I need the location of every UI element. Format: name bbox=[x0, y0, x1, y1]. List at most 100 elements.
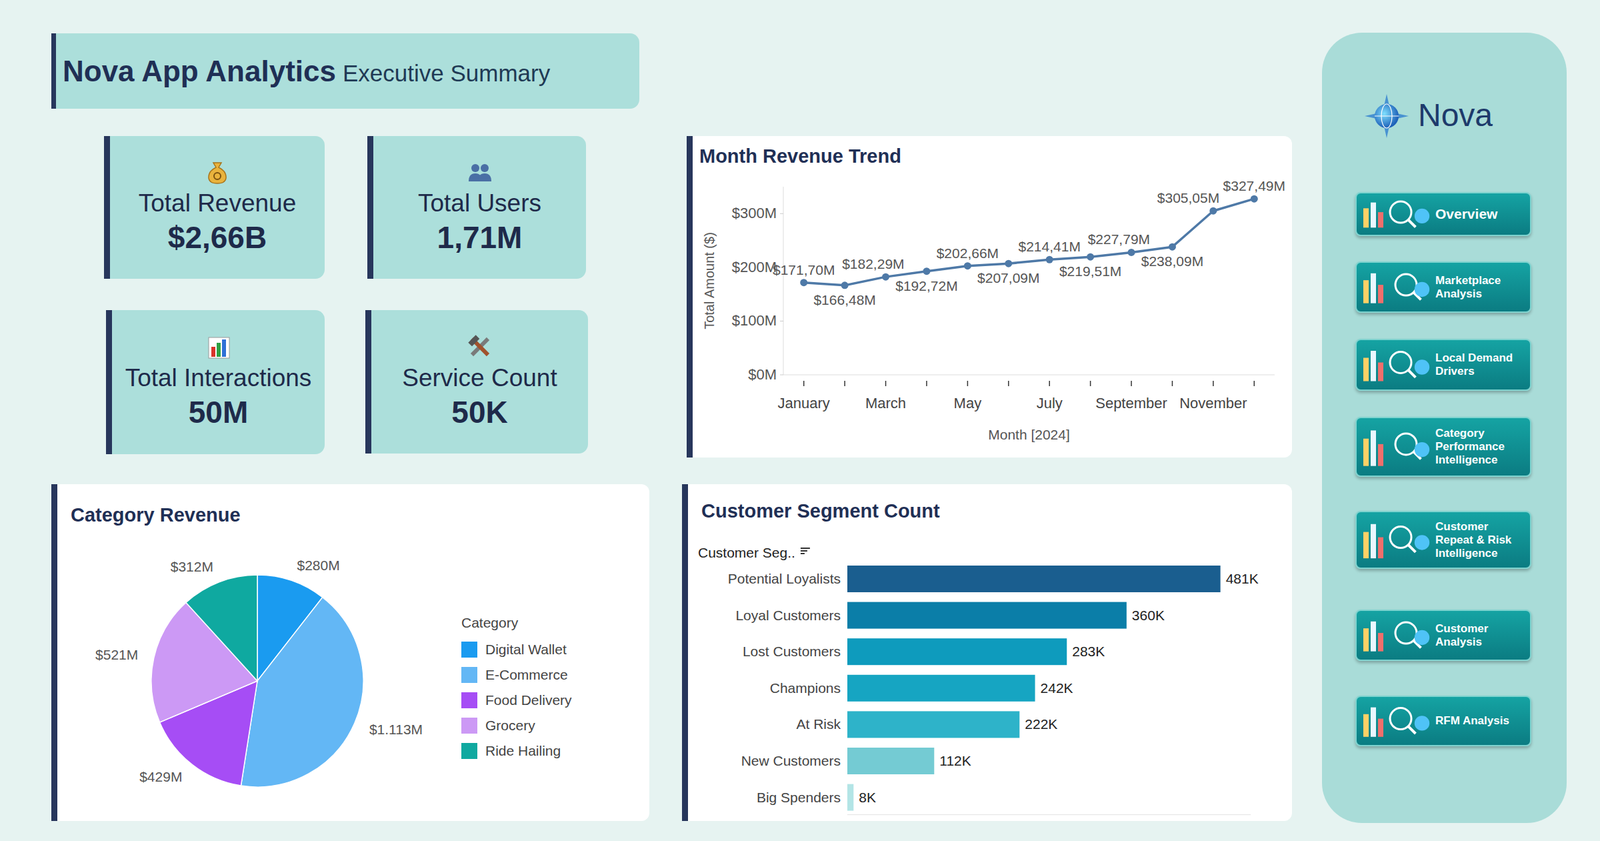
logo-globe bbox=[1374, 104, 1399, 128]
nav-button[interactable]: RFM Analysis bbox=[1355, 695, 1532, 746]
nav-button[interactable]: Customer Analysis bbox=[1355, 609, 1532, 661]
x-tick-label: January bbox=[778, 394, 830, 412]
pie-slice bbox=[186, 574, 258, 681]
x-tick bbox=[1212, 380, 1214, 386]
nav-label[interactable]: Local Demand Drivers bbox=[1435, 351, 1526, 378]
y-tick-label: $0M bbox=[748, 366, 777, 383]
nav-icon-shape bbox=[1390, 352, 1412, 374]
kpi-label: Total Users bbox=[418, 188, 542, 219]
bar bbox=[847, 602, 1127, 629]
line-marker bbox=[964, 262, 972, 270]
chart-panel: Month Revenue Trend$0M$100M$200M$300MJan… bbox=[686, 136, 1292, 458]
data-label: 360K bbox=[1132, 607, 1165, 623]
kpi-label: Service Count bbox=[402, 362, 557, 394]
kpi-icon bbox=[205, 333, 232, 360]
nav-button[interactable]: Overview bbox=[1355, 192, 1532, 236]
page-title: Nova App Analytics bbox=[62, 54, 336, 88]
y-axis-line bbox=[783, 186, 784, 375]
nav-icon-shape bbox=[1378, 718, 1384, 737]
data-label: $227,79M bbox=[1088, 231, 1150, 247]
page-subtitle: Executive Summary bbox=[342, 60, 550, 86]
y-tick-label: $200M bbox=[732, 258, 777, 276]
nav-icon-shape bbox=[1408, 370, 1416, 378]
nav-label[interactable]: Customer Repeat & Risk Intelligence bbox=[1435, 520, 1526, 560]
data-label: $312M bbox=[170, 558, 214, 574]
chart-svg: Month Revenue Trend$0M$100M$200M$300MJan… bbox=[692, 136, 1292, 458]
legend-swatch bbox=[461, 666, 478, 683]
x-tick-label: November bbox=[1179, 394, 1247, 412]
kpi-icon bbox=[204, 158, 231, 186]
data-label: $429M bbox=[139, 768, 182, 784]
icon-shape bbox=[216, 342, 221, 357]
chart-title: Category Revenue bbox=[70, 504, 241, 526]
line-marker bbox=[1004, 260, 1012, 268]
icon-shape bbox=[214, 172, 221, 180]
y-tick bbox=[780, 320, 784, 322]
nav-label[interactable]: Customer Analysis bbox=[1435, 622, 1526, 649]
nav-button[interactable]: Customer Repeat & Risk Intelligence bbox=[1355, 510, 1532, 569]
legend-swatch bbox=[461, 717, 478, 734]
data-label: $207,09M bbox=[977, 270, 1040, 286]
kpi-icon bbox=[466, 333, 494, 360]
data-label: 222K bbox=[1024, 716, 1058, 732]
nav-icon-shape bbox=[1363, 628, 1369, 652]
nav-label[interactable]: RFM Analysis bbox=[1435, 714, 1510, 728]
icon-shape bbox=[208, 337, 230, 358]
axis-title: Customer Seg.. bbox=[698, 544, 796, 560]
x-tick bbox=[1254, 380, 1256, 386]
nav-label-box: Overview bbox=[1435, 193, 1526, 235]
data-label: $327,49M bbox=[1223, 178, 1286, 194]
x-tick bbox=[803, 380, 805, 386]
kpi-label: Total Revenue bbox=[138, 188, 297, 219]
y-tick-label: New Customers bbox=[741, 752, 841, 768]
nav-button[interactable]: Category Performance Intelligence bbox=[1355, 416, 1532, 477]
x-tick bbox=[885, 380, 887, 386]
nav-icon-shape bbox=[1378, 212, 1384, 228]
nav-icon-shape bbox=[1363, 438, 1369, 466]
nav-icon-shape bbox=[1378, 362, 1384, 382]
data-label: 481K bbox=[1226, 570, 1259, 586]
icon-shape bbox=[222, 339, 226, 357]
data-label: $192,72M bbox=[895, 278, 958, 294]
nav-icon bbox=[1360, 513, 1433, 566]
y-tick-label: Potential Loyalists bbox=[728, 570, 841, 586]
x-tick-label: July bbox=[1036, 394, 1063, 412]
header-box: Nova App AnalyticsExecutive Summary bbox=[51, 33, 640, 109]
nav-button[interactable]: Marketplace Analysis bbox=[1355, 261, 1532, 313]
x-tick bbox=[967, 380, 969, 386]
kpi-value: $2,66B bbox=[168, 218, 267, 256]
nav-icon-shape bbox=[1363, 358, 1369, 382]
nav-button[interactable]: Local Demand Drivers bbox=[1355, 338, 1532, 391]
nav-icon bbox=[1360, 341, 1433, 388]
data-label: $521M bbox=[95, 646, 138, 662]
icon-shape bbox=[480, 164, 489, 172]
nav-icon bbox=[1360, 264, 1433, 310]
nav-label[interactable]: Category Performance Intelligence bbox=[1435, 426, 1526, 467]
chart-svg: Customer Segment Count Customer Seg.. Pote… bbox=[688, 484, 1292, 821]
data-label: $214,41M bbox=[1018, 238, 1081, 254]
bar bbox=[847, 674, 1036, 702]
kpi-card: Service Count50K bbox=[365, 310, 588, 454]
nav-icon bbox=[1360, 419, 1433, 474]
nav-label-box: RFM Analysis bbox=[1435, 696, 1526, 745]
data-label: $182,29M bbox=[842, 256, 904, 272]
nav-icon-shape bbox=[1363, 208, 1369, 228]
nav-icon-shape bbox=[1370, 273, 1376, 304]
sort-icon bbox=[800, 552, 805, 554]
nav-icon-shape bbox=[1414, 715, 1430, 730]
nav-icon-shape bbox=[1395, 274, 1417, 296]
legend-label: Grocery bbox=[485, 717, 536, 733]
nav-label-box: Customer Analysis bbox=[1435, 610, 1526, 660]
chart-title: Customer Segment Count bbox=[701, 500, 940, 522]
kpi-card: Total Users1,71M bbox=[367, 136, 586, 279]
x-axis-line bbox=[783, 374, 1275, 376]
y-tick-label: Loyal Customers bbox=[735, 607, 841, 623]
data-label: $166,48M bbox=[813, 292, 876, 308]
line-marker bbox=[1086, 253, 1094, 261]
nav-icon-shape bbox=[1408, 219, 1416, 227]
chart-title: Month Revenue Trend bbox=[699, 145, 902, 167]
nav-label[interactable]: Marketplace Analysis bbox=[1435, 274, 1526, 301]
nav-label[interactable]: Overview bbox=[1435, 207, 1498, 221]
data-label: $219,51M bbox=[1059, 263, 1122, 279]
data-label: 283K bbox=[1072, 643, 1105, 659]
